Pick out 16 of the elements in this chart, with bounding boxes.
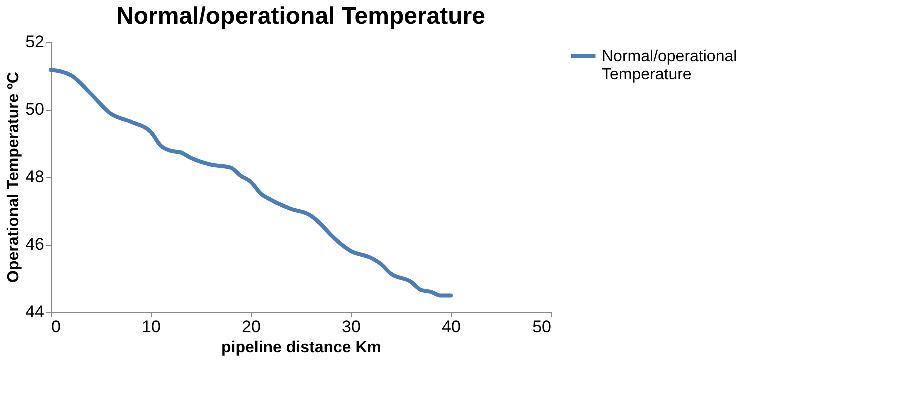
chart-title: Normal/operational Temperature (116, 3, 486, 30)
y-axis-title: Operational Temperature ºC (6, 72, 23, 283)
x-tick-label: 40 (442, 318, 461, 336)
y-tick-label: 48 (26, 168, 44, 186)
x-tick-label: 50 (532, 318, 552, 336)
y-tick-label: 50 (26, 100, 44, 119)
y-tick-label: 52 (26, 32, 44, 52)
x-axis-title: pipeline distance Km (221, 340, 382, 356)
x-tick-label: 20 (242, 318, 261, 336)
y-tick-label: 44 (26, 302, 44, 322)
x-tick-label: 10 (142, 318, 161, 336)
y-tick-label: 46 (26, 235, 44, 254)
line-series (49, 68, 453, 298)
legend-label: Normal/operational Temperature (602, 48, 738, 84)
x-tick-label: 0 (52, 318, 61, 336)
x-tick-label: 30 (342, 318, 361, 336)
